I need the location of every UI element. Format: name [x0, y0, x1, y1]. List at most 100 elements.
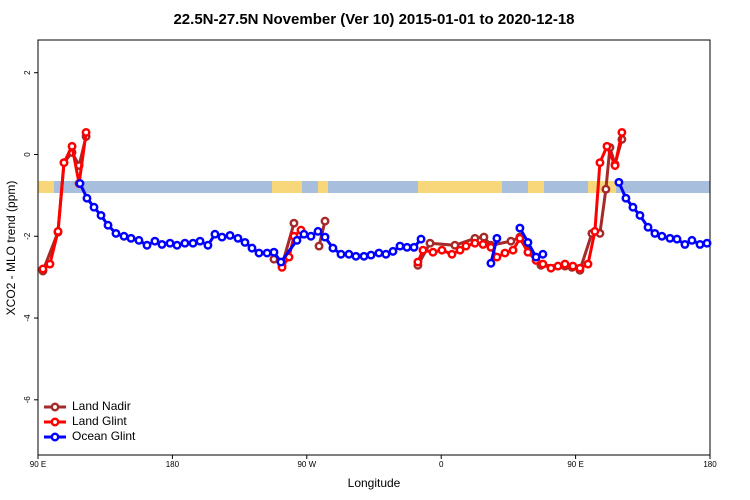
point [254, 248, 264, 258]
point [217, 232, 227, 242]
y-tick-label: -6 [23, 396, 32, 404]
point [195, 236, 205, 246]
point [437, 245, 447, 255]
point [508, 245, 518, 255]
series [75, 177, 712, 268]
y-tick-label: 2 [23, 70, 32, 75]
x-axis-label: Longitude [348, 476, 401, 490]
point [409, 242, 419, 252]
point [523, 247, 533, 257]
point [523, 237, 533, 247]
point [538, 259, 548, 269]
point [59, 158, 69, 168]
point [262, 248, 272, 258]
point [395, 241, 405, 251]
legend-swatch-point [50, 417, 60, 427]
plot-frame [37, 39, 711, 456]
land-patch [528, 181, 544, 193]
point [359, 251, 369, 261]
point [103, 220, 113, 230]
point [621, 193, 631, 203]
point [299, 229, 309, 239]
point [172, 240, 182, 250]
y-axis-label: XCO2 - MLO trend (ppm) [4, 181, 18, 316]
point [478, 239, 488, 249]
point [583, 259, 593, 269]
x-tick-label: 90 W [297, 460, 316, 469]
point [515, 233, 525, 243]
point [486, 258, 496, 268]
point [560, 259, 570, 269]
point [388, 246, 398, 256]
point [320, 216, 330, 226]
x-tick-label: 90 E [567, 460, 583, 469]
point [328, 243, 338, 253]
point [610, 161, 620, 170]
point [628, 202, 638, 212]
point [320, 232, 330, 242]
point [402, 242, 412, 252]
point [643, 222, 653, 232]
point [126, 233, 136, 243]
point [568, 261, 578, 271]
point [416, 234, 426, 244]
point [665, 233, 675, 243]
legend-label: Land Glint [72, 414, 127, 428]
point [314, 241, 324, 251]
point [617, 127, 627, 137]
point [247, 243, 257, 253]
x-tick-label: 180 [166, 460, 180, 469]
land-patch [318, 181, 328, 193]
land-patch [38, 181, 54, 193]
point [119, 231, 129, 241]
point [75, 179, 85, 188]
series-line [78, 181, 708, 265]
point [546, 263, 556, 273]
point [687, 235, 697, 245]
point [351, 251, 361, 261]
point [203, 240, 213, 250]
chart-title: 22.5N-27.5N November (Ver 10) 2015-01-01… [173, 11, 574, 28]
point [635, 210, 645, 220]
land-patch [272, 181, 302, 193]
point [134, 235, 144, 245]
point [531, 252, 541, 262]
point [461, 241, 471, 251]
point [595, 158, 605, 168]
point [313, 226, 323, 236]
point [188, 238, 198, 248]
point [276, 257, 286, 267]
point [500, 248, 510, 258]
point [614, 177, 624, 187]
point [45, 259, 55, 269]
point [455, 245, 465, 255]
point [425, 238, 435, 248]
point [96, 210, 106, 220]
point [180, 238, 190, 248]
point [601, 184, 611, 194]
point [590, 226, 600, 236]
point [575, 263, 585, 273]
point [67, 141, 77, 151]
land-patch [418, 181, 502, 193]
point [506, 236, 516, 246]
legend-swatch-point [50, 402, 60, 412]
point [240, 237, 250, 247]
point [269, 247, 279, 257]
point [150, 236, 160, 246]
point [89, 202, 99, 212]
legend-swatch-point [50, 432, 60, 442]
point [479, 232, 489, 242]
point [672, 234, 682, 244]
point [650, 228, 660, 238]
point [695, 239, 705, 249]
y-tick-label: -2 [23, 232, 32, 240]
point [492, 252, 502, 262]
point [680, 239, 690, 249]
point [702, 238, 712, 248]
point [210, 229, 220, 239]
point [602, 141, 612, 151]
y-tick-label: 0 [23, 152, 32, 157]
point [657, 231, 667, 241]
